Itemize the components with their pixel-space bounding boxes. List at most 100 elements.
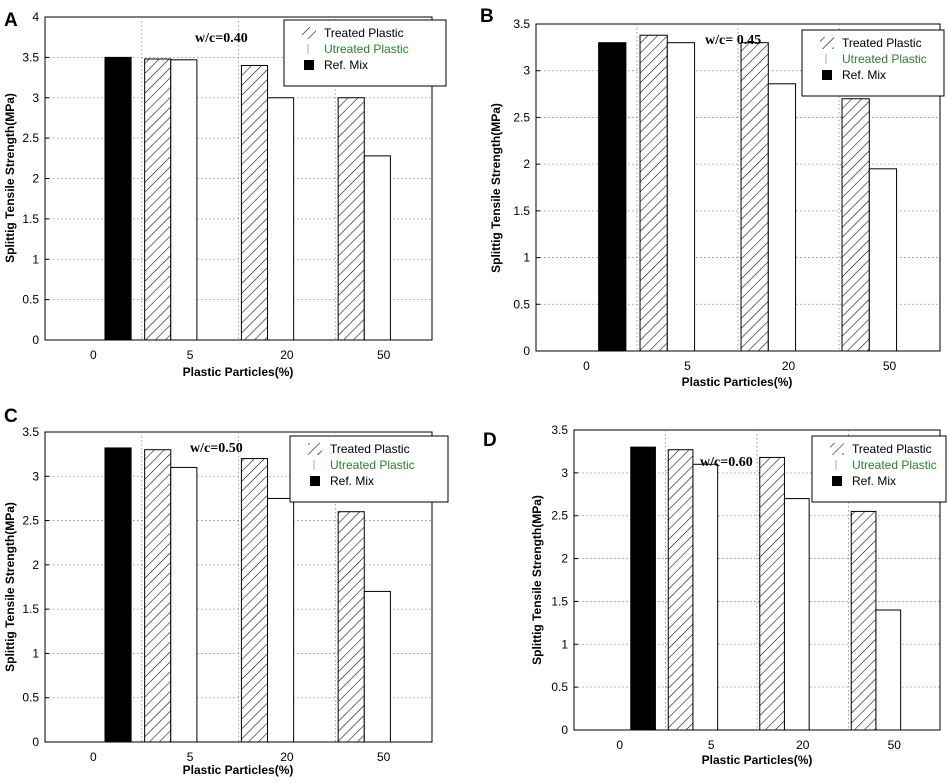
y-tick-label: 2.5 — [513, 110, 530, 124]
y-tick-label: 0.5 — [22, 691, 39, 705]
y-axis-title: Splittig Tensile Strength(MPa) — [3, 502, 17, 672]
bar-ref-mix — [104, 447, 132, 743]
y-tick-label: 2.5 — [551, 509, 568, 523]
x-tick-label: 50 — [377, 750, 391, 764]
y-tick-label: 1 — [32, 252, 39, 266]
panel-a: A 0 0.5 1 1.5 2 2.5 3 3.5 4 0 5 20 50 Plastic Particle… — [3, 10, 447, 379]
x-tick-label: 0 — [616, 738, 623, 752]
y-tick-label: 3.5 — [22, 425, 39, 439]
y-tick-label: 1.5 — [551, 594, 568, 608]
panel-letter: A — [4, 10, 18, 31]
legend-label: Utreated Plastic — [852, 458, 937, 472]
x-axis-title: Plastic Particles(%) — [183, 763, 294, 777]
x-tick-label: 50 — [888, 738, 902, 752]
legend-label: Ref. Mix — [330, 474, 374, 488]
x-tick-label: 20 — [280, 750, 294, 764]
wc-annotation: w/c=0.50 — [190, 441, 243, 456]
legend-label: Ref. Mix — [324, 58, 368, 72]
bar-untreated-50 — [363, 155, 391, 341]
y-tick-label: 3 — [523, 64, 530, 78]
y-axis-title: Splittig Tensile Strength(MPa) — [530, 495, 544, 665]
legend-swatch-ref — [832, 476, 842, 486]
bar-treated-20 — [240, 458, 269, 743]
legend-label: Utreated Plastic — [330, 458, 415, 472]
bar-treated-5 — [639, 34, 668, 352]
y-tick-label: 0.5 — [22, 293, 39, 307]
legend-label: Ref. Mix — [852, 474, 896, 488]
bar-treated-20 — [240, 64, 269, 341]
y-tick-label: 0 — [32, 735, 39, 749]
x-tick-label: 5 — [187, 348, 194, 362]
y-tick-label: 3.5 — [551, 423, 568, 437]
bar-untreated-50 — [868, 168, 898, 352]
x-tick-label: 0 — [90, 750, 97, 764]
panel-letter: B — [480, 6, 494, 27]
bar-untreated-5 — [170, 59, 198, 341]
y-tick-label: 1 — [561, 637, 568, 651]
y-tick-label: 1 — [32, 646, 39, 660]
y-tick-label: 2 — [32, 172, 39, 186]
bar-untreated-5 — [666, 42, 696, 352]
legend: Treated Plastic Utreated Plastic Ref. Mix — [801, 29, 945, 97]
panel-letter: D — [483, 430, 497, 451]
y-tick-label: 3 — [32, 91, 39, 105]
bar-treated-20 — [740, 42, 769, 352]
legend-swatch-treated — [308, 443, 322, 455]
bar-untreated-50 — [875, 609, 902, 731]
y-tick-label: 2.5 — [22, 131, 39, 145]
legend-swatch-treated — [830, 443, 844, 455]
y-axis-title: Splittig Tensile Strength(MPa) — [3, 93, 17, 263]
y-tick-label: 0.5 — [551, 680, 568, 694]
x-axis-title: Plastic Particles(%) — [183, 365, 294, 379]
y-tick-label: 3 — [561, 466, 568, 480]
panel-b: B 0 0.5 1 1.5 2 2.5 3 3.5 0 5 20 50 Plastic Particles… — [480, 6, 945, 389]
x-axis-title: Plastic Particles(%) — [682, 375, 793, 389]
bar-untreated-20 — [267, 97, 295, 341]
x-tick-label: 20 — [280, 348, 294, 362]
y-tick-label: 0 — [561, 723, 568, 737]
x-tick-label: 20 — [796, 738, 810, 752]
bar-untreated-5 — [170, 466, 198, 743]
legend-label: Utreated Plastic — [324, 42, 409, 56]
legend-label: Treated Plastic — [852, 442, 932, 456]
y-tick-label: 2 — [32, 558, 39, 572]
y-axis-title: Splittig Tensile Strength(MPa) — [489, 103, 503, 273]
y-tick-label: 3 — [32, 469, 39, 483]
bar-untreated-20 — [767, 83, 797, 352]
x-tick-label: 5 — [684, 359, 691, 373]
bar-treated-50 — [850, 510, 877, 731]
legend-swatch-ref — [304, 60, 314, 70]
bar-ref-mix — [598, 42, 627, 352]
panel-c: C 0 0.5 1 1.5 2 2.5 3 3.5 0 5 20 50 Plastic Particles… — [3, 406, 449, 777]
y-tick-label: 3.5 — [22, 50, 39, 64]
wc-annotation: w/c= 0.45 — [705, 33, 761, 48]
y-tick-label: 1.5 — [513, 204, 530, 218]
bar-treated-50 — [841, 98, 870, 352]
legend-label: Ref. Mix — [842, 68, 886, 82]
bar-treated-5 — [667, 449, 694, 731]
legend: Treated Plastic Utreated Plastic Ref. Mix — [289, 435, 449, 503]
y-tick-label: 2 — [523, 157, 530, 171]
bar-ref-mix — [104, 56, 132, 341]
bar-treated-5 — [144, 449, 172, 743]
bar-untreated-50 — [363, 590, 391, 743]
legend-label: Treated Plastic — [330, 442, 410, 456]
y-tick-label: 1.5 — [22, 212, 39, 226]
x-axis-title: Plastic Particles(%) — [702, 753, 813, 767]
y-tick-label: 2.5 — [22, 514, 39, 528]
wc-annotation: w/c=0.60 — [700, 455, 753, 470]
x-tick-label: 0 — [583, 359, 590, 373]
y-tick-label: 1.5 — [22, 602, 39, 616]
y-tick-label: 0 — [32, 333, 39, 347]
legend-label: Treated Plastic — [842, 36, 922, 50]
bar-treated-50 — [337, 511, 365, 743]
x-tick-label: 0 — [90, 348, 97, 362]
legend-swatch-ref — [822, 70, 832, 80]
y-tick-label: 3.5 — [513, 17, 530, 31]
legend: Treated Plastic Utreated Plastic Ref. Mix — [811, 435, 947, 503]
panel-d: D 0 0.5 1 1.5 2 2.5 3 3.5 0 5 20 50 Plastic Particles… — [483, 423, 947, 767]
y-tick-label: 1 — [523, 251, 530, 265]
legend-label: Utreated Plastic — [842, 52, 927, 66]
bar-ref-mix — [630, 446, 656, 731]
